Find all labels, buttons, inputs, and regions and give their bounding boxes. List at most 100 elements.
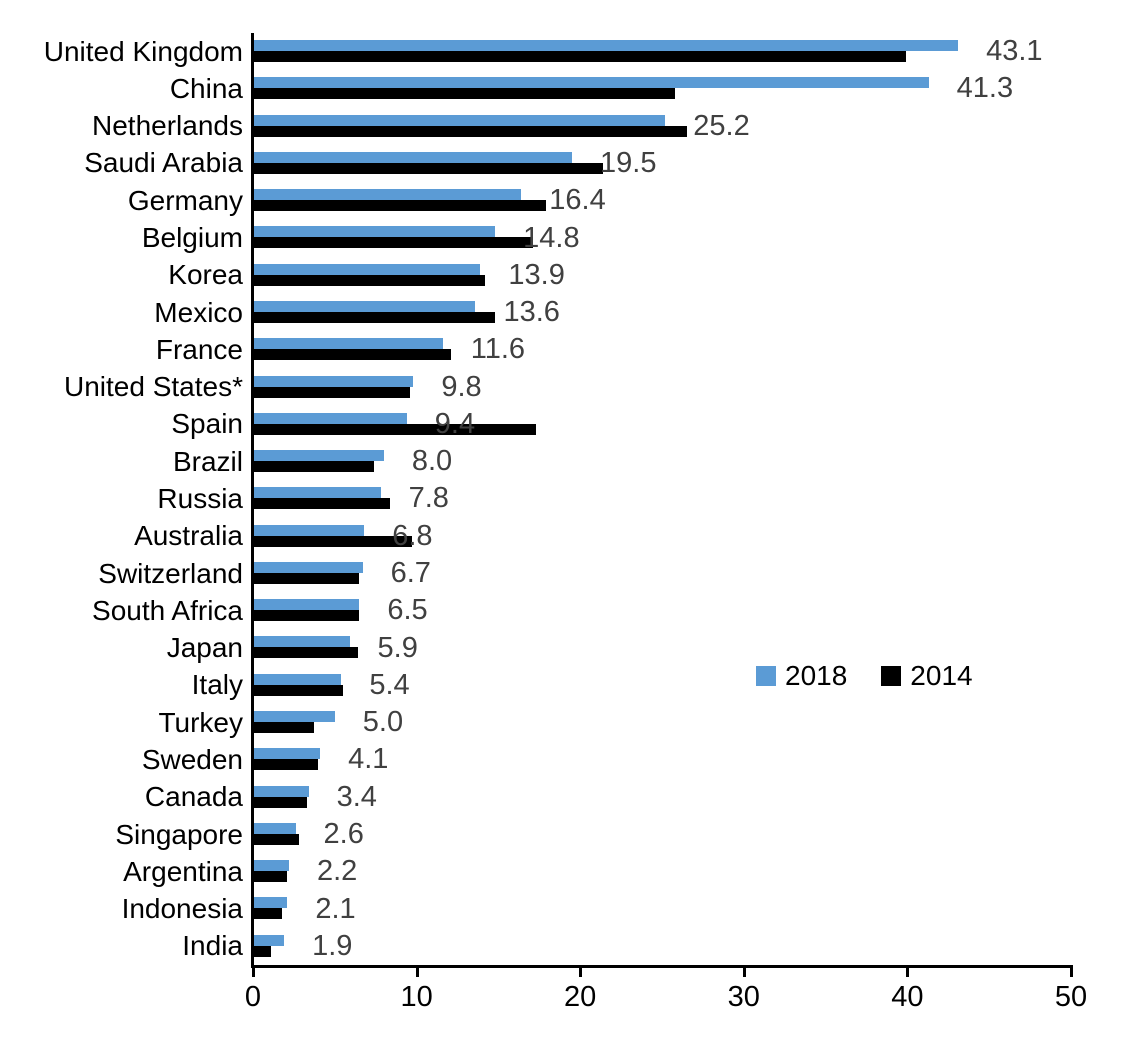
bar-2014: [253, 722, 314, 734]
chart-row: Sweden 4.1: [0, 741, 1123, 778]
x-axis-tick-mark: [415, 965, 419, 977]
bar-2018: [253, 487, 381, 499]
bar-2014: [253, 833, 299, 845]
category-label: Italy: [191, 669, 243, 701]
value-label: 1.9: [312, 929, 353, 962]
chart-row: China 41.3: [0, 70, 1123, 107]
x-axis-tick-label: 30: [727, 981, 760, 1013]
category-label: Belgium: [141, 222, 243, 254]
chart-row: Brazil 8.0: [0, 443, 1123, 480]
chart-row: Japan 5.9: [0, 629, 1123, 666]
legend-swatch-2018: [756, 666, 776, 686]
bar-2014: [253, 274, 486, 286]
category-label: South Africa: [92, 594, 243, 626]
x-axis-tick-label: 0: [244, 981, 262, 1013]
bar-2018: [253, 711, 335, 723]
bar-2014: [253, 498, 391, 510]
category-label: Mexico: [154, 296, 243, 328]
chart-row: Canada 3.4: [0, 779, 1123, 816]
chart-legend: 2018 2014: [756, 660, 973, 692]
chart-row: Netherlands 25.2: [0, 108, 1123, 145]
bar-2018: [253, 636, 350, 648]
bar-2014: [253, 386, 411, 398]
bar-2014: [253, 125, 687, 137]
bar-2014: [253, 88, 676, 100]
bar-2014: [253, 796, 307, 808]
legend-item-2014: 2014: [881, 660, 973, 692]
category-label: Germany: [127, 184, 243, 216]
chart-row: Russia 7.8: [0, 480, 1123, 517]
bar-2018: [253, 114, 666, 126]
x-axis-tick-mark: [579, 965, 583, 977]
bar-2014: [253, 610, 360, 622]
chart-row: Argentina 2.2: [0, 853, 1123, 890]
legend-item-2018: 2018: [756, 660, 847, 692]
bar-2018: [253, 785, 309, 797]
y-axis-line: [251, 33, 254, 968]
bar-2014: [253, 871, 288, 883]
chart-row: Belgium 14.8: [0, 219, 1123, 256]
value-label: 2.6: [323, 818, 364, 850]
category-label: Canada: [144, 781, 243, 813]
bar-2018: [253, 450, 384, 462]
bar-2018: [253, 338, 443, 350]
chart-row: United States* 9.8: [0, 369, 1123, 406]
bar-2014: [253, 945, 271, 957]
value-label: 9.4: [434, 407, 476, 440]
bar-2018: [253, 263, 481, 275]
value-label: 41.3: [956, 72, 1014, 105]
bar-2018: [253, 300, 476, 312]
category-label: Netherlands: [92, 110, 243, 142]
category-label: United States*: [64, 371, 243, 403]
bar-2014: [253, 423, 537, 435]
chart-row: Germany 16.4: [0, 182, 1123, 219]
bar-2014: [253, 311, 496, 323]
bar-2018: [253, 226, 496, 238]
category-label: Japan: [166, 632, 243, 664]
category-label: Korea: [168, 259, 243, 291]
category-label: India: [182, 930, 243, 962]
bar-2018: [253, 934, 285, 946]
legend-label-2014: 2014: [910, 660, 973, 691]
x-axis-tick-label: 10: [400, 981, 433, 1013]
value-label: 19.5: [600, 146, 657, 179]
bar-2014: [253, 908, 283, 920]
category-label: Singapore: [115, 818, 243, 850]
bar-2018: [253, 561, 363, 573]
category-label: Sweden: [141, 743, 243, 775]
bar-2014: [253, 162, 604, 174]
bar-2014: [253, 461, 375, 473]
x-axis-tick-mark: [906, 965, 910, 977]
chart-row: Saudi Arabia 19.5: [0, 145, 1123, 182]
x-axis-tick-mark: [742, 965, 746, 977]
category-label: Russia: [157, 482, 243, 514]
x-axis-tick-mark: [252, 965, 255, 977]
chart-row: Spain 9.4: [0, 406, 1123, 443]
legend-swatch-2014: [881, 666, 902, 686]
value-label: 25.2: [693, 109, 750, 142]
bar-2014: [253, 51, 906, 62]
value-label: 5.0: [362, 706, 404, 739]
category-label: Indonesia: [121, 893, 243, 925]
value-label: 43.1: [986, 35, 1043, 68]
bar-2014: [253, 535, 412, 547]
value-label: 6.7: [390, 557, 431, 590]
chart-row: Australia 6.8: [0, 518, 1123, 555]
bar-2018: [253, 822, 296, 834]
category-label: Spain: [171, 408, 243, 440]
bar-2018: [253, 40, 959, 51]
value-label: 9.8: [441, 370, 482, 403]
value-label: 6.8: [392, 519, 433, 552]
category-label: Switzerland: [98, 557, 243, 589]
bar-2014: [253, 572, 360, 584]
value-label: 5.4: [369, 668, 410, 701]
value-label: 2.2: [316, 855, 358, 888]
bar-2018: [253, 375, 414, 387]
category-label: Australia: [134, 520, 243, 552]
bar-2018: [253, 77, 929, 89]
value-label: 3.4: [336, 780, 377, 813]
legend-label-2018: 2018: [785, 660, 848, 691]
category-label: France: [155, 333, 243, 365]
x-axis-tick-mark: [1070, 965, 1073, 977]
value-label: 5.9: [377, 631, 418, 664]
